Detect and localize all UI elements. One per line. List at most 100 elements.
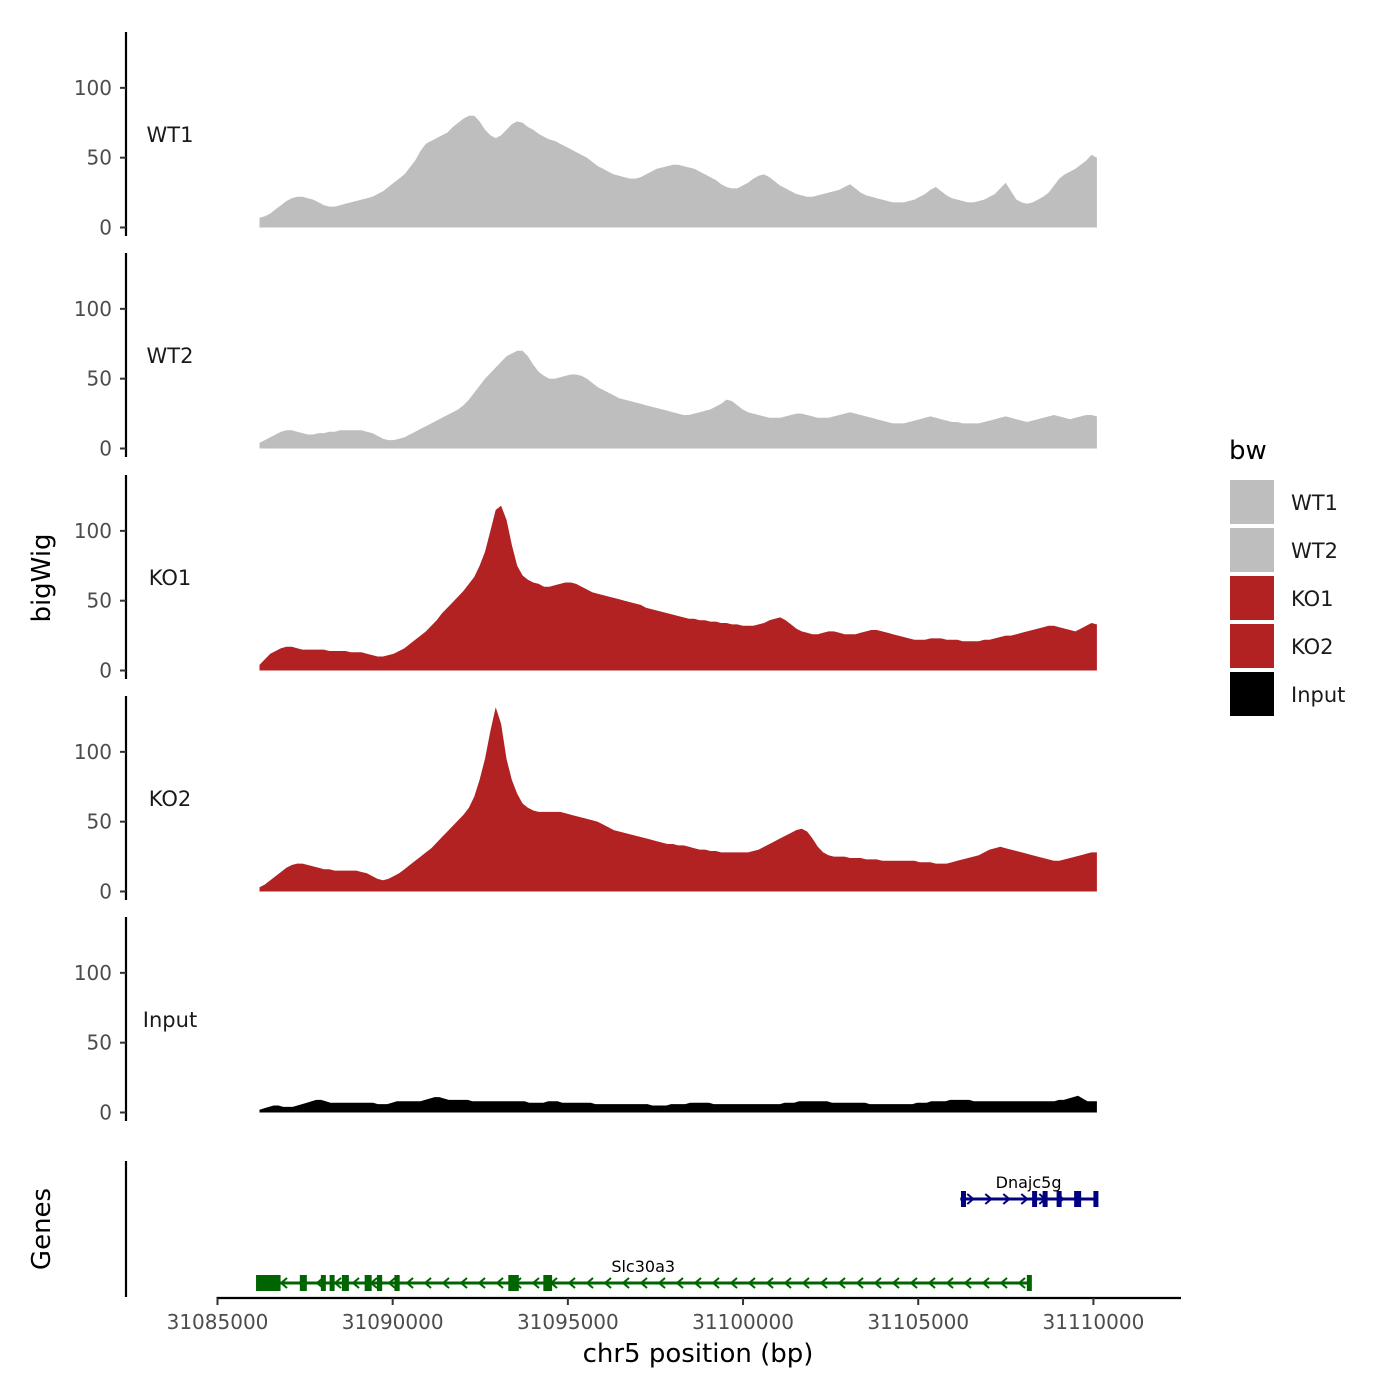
exon [364,1275,372,1291]
exon [508,1275,519,1291]
strand-arrow [999,1277,1008,1289]
area-wt2 [259,350,1097,449]
strand-arrow [837,1277,846,1289]
strand-arrow [891,1277,900,1289]
strand-arrow [693,1277,702,1289]
track-wt2: 0 50 100 WT2 [74,253,1097,461]
strand-arrow [783,1277,792,1289]
area-input [259,1095,1097,1113]
track-ko1: 0 50 100 KO1 [74,475,1097,683]
y-tick-label: 0 [99,1101,112,1125]
strand-arrow [495,1277,504,1289]
exon [341,1275,349,1291]
strand-arrow [675,1277,684,1289]
y-tick-label: 50 [87,1031,112,1055]
x-tick-label: 31085000 [167,1310,269,1334]
strand-arrow [279,1277,288,1289]
legend-label-ko2: KO2 [1291,635,1334,659]
track-input: 0 50 100 Input [74,917,1097,1125]
strand-arrow [873,1277,882,1289]
y-tick-label: 100 [74,740,112,764]
strand-arrow [459,1277,468,1289]
exon [376,1275,383,1291]
track-label-wt1: WT1 [147,123,194,147]
legend-label-wt2: WT2 [1291,539,1338,563]
strand-arrow [639,1277,648,1289]
x-axis: 31085000 31090000 31095000 31100000 31105000… [167,1296,1181,1334]
track-wt1: 0 50 100 WT1 [74,32,1097,240]
x-tick-label: 31100000 [692,1310,794,1334]
legend-label-ko1: KO1 [1291,587,1334,611]
track-label-input: Input [143,1008,197,1032]
x-axis-title: chr5 position (bp) [583,1339,814,1369]
y-tick-label: 0 [99,216,112,240]
y-tick-label: 50 [87,810,112,834]
strand-arrow [981,1277,990,1289]
legend-swatch-wt2 [1230,528,1274,572]
signal-tracks: 0 50 100 WT1 0 50 100 WT2 0 50 100 KO1 0 50 100 KO2 0 50 1… [74,32,1097,1125]
strand-arrow [711,1277,720,1289]
y-tick-label: 50 [87,367,112,391]
area-wt1 [259,115,1097,228]
genes-axis-title: Genes [27,1188,57,1270]
strand-arrow [801,1277,810,1289]
strand-arrow [927,1277,936,1289]
strand-arrow [531,1277,540,1289]
exon [394,1275,400,1291]
strand-arrow [423,1277,432,1289]
strand-arrow [966,1193,975,1205]
strand-arrow [603,1277,612,1289]
strand-arrow [657,1277,666,1289]
strand-arrow [819,1277,828,1289]
track-label-ko1: KO1 [149,566,192,590]
x-tick-label: 31090000 [342,1310,444,1334]
y-tick-label: 100 [74,519,112,543]
strand-arrow [747,1277,756,1289]
legend-swatch-ko2 [1230,624,1274,668]
strand-arrow [984,1193,993,1205]
exon [329,1275,335,1291]
track-label-wt2: WT2 [147,344,194,368]
exon [1032,1191,1038,1207]
strand-arrow [1002,1193,1011,1205]
area-ko1 [259,505,1097,671]
gene-dnajc5g: Dnajc5g [960,1173,1099,1207]
gene-name-dnajc5g: Dnajc5g [996,1173,1062,1192]
exon [543,1275,553,1291]
y-tick-label: 100 [74,297,112,321]
area-ko2 [259,707,1097,892]
exon [1093,1191,1099,1207]
x-tick-label: 31110000 [1043,1310,1145,1334]
y-tick-label: 100 [74,961,112,985]
y-tick-label: 100 [74,76,112,100]
strand-arrow [351,1277,360,1289]
legend-swatch-ko1 [1230,576,1274,620]
y-tick-label: 0 [99,880,112,904]
legend-label-wt1: WT1 [1291,491,1338,515]
legend-title: bw [1229,436,1267,466]
strand-arrow [909,1277,918,1289]
y-tick-label: 50 [87,146,112,170]
exon [960,1191,966,1207]
strand-arrow [333,1277,342,1289]
genes-panel: Slc30a3 Dnajc5g [124,1161,1099,1297]
strand-arrow [945,1277,954,1289]
strand-arrow [765,1277,774,1289]
strand-arrow [405,1277,414,1289]
legend-label-input: Input [1291,683,1345,707]
strand-arrow [585,1277,594,1289]
gene-name-slc30a3: Slc30a3 [611,1257,675,1276]
exon [1074,1191,1082,1207]
legend-swatch-wt1 [1230,480,1274,524]
track-ko2: 0 50 100 KO2 [74,696,1097,904]
strand-arrow [855,1277,864,1289]
exon [299,1275,307,1291]
exon [256,1275,281,1291]
strand-arrow [1017,1277,1026,1289]
strand-arrow [441,1277,450,1289]
strand-arrow [729,1277,738,1289]
strand-arrow [567,1277,576,1289]
strand-arrow [963,1277,972,1289]
strand-arrow [477,1277,486,1289]
